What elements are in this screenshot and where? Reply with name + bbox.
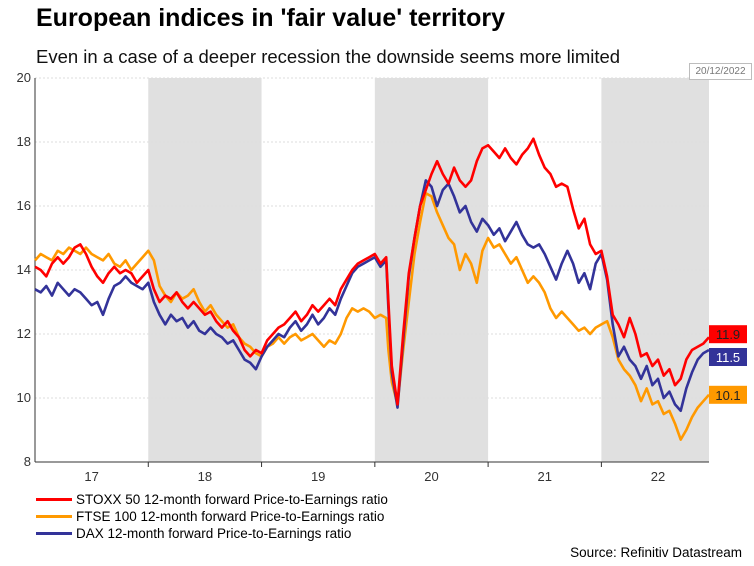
x-tick-21: 21	[538, 469, 552, 484]
legend-item-ftse: FTSE 100 12-month forward Price-to-Earni…	[36, 508, 388, 525]
y-tick-labels: 8 10 12 14 16 18 20	[17, 70, 31, 469]
legend-swatch-stoxx	[36, 498, 72, 501]
legend-swatch-dax	[36, 532, 72, 535]
x-tick-19: 19	[311, 469, 325, 484]
legend-label-ftse: FTSE 100 12-month forward Price-to-Earni…	[76, 509, 385, 524]
source-note: Source: Refinitiv Datastream	[570, 545, 742, 560]
axes	[34, 78, 709, 467]
end-label-box-stoxx	[709, 325, 747, 344]
x-tick-18: 18	[198, 469, 212, 484]
y-tick-10: 10	[17, 390, 31, 405]
y-tick-12: 12	[17, 326, 31, 341]
end-label-stoxx: 11.9	[716, 327, 740, 342]
legend-item-stoxx: STOXX 50 12-month forward Price-to-Earni…	[36, 491, 388, 508]
y-tick-8: 8	[24, 454, 31, 469]
x-tick-17: 17	[84, 469, 98, 484]
y-tick-16: 16	[17, 198, 31, 213]
x-tick-labels: 17 18 19 20 21 22	[84, 469, 665, 484]
legend-item-dax: DAX 12-month forward Price-to-Earnings r…	[36, 525, 388, 542]
date-stamp: 20/12/2022	[689, 63, 752, 80]
series-line-dax	[34, 179, 710, 413]
y-tick-14: 14	[17, 262, 31, 277]
series-lines	[34, 137, 710, 441]
y-tick-20: 20	[17, 70, 31, 85]
series-line-ftse	[34, 191, 710, 441]
grid-lines	[35, 77, 709, 399]
x-tick-22: 22	[651, 469, 665, 484]
chart-title: European indices in 'fair value' territo…	[36, 4, 505, 32]
series-line-stoxx	[34, 137, 710, 406]
end-label-ftse: 10.1	[715, 388, 740, 403]
legend-label-dax: DAX 12-month forward Price-to-Earnings r…	[76, 526, 352, 541]
legend-label-stoxx: STOXX 50 12-month forward Price-to-Earni…	[76, 492, 388, 507]
end-label-box-dax	[709, 348, 747, 366]
legend-swatch-ftse	[36, 515, 72, 518]
end-label-box-ftse	[709, 385, 747, 404]
y-tick-18: 18	[17, 134, 31, 149]
end-value-labels: 11.9 10.1 11.5	[709, 325, 747, 404]
end-label-dax: 11.5	[716, 350, 740, 365]
chart-subtitle: Even in a case of a deeper recession the…	[36, 46, 621, 67]
x-tick-20: 20	[424, 469, 438, 484]
legend: STOXX 50 12-month forward Price-to-Earni…	[36, 491, 388, 542]
